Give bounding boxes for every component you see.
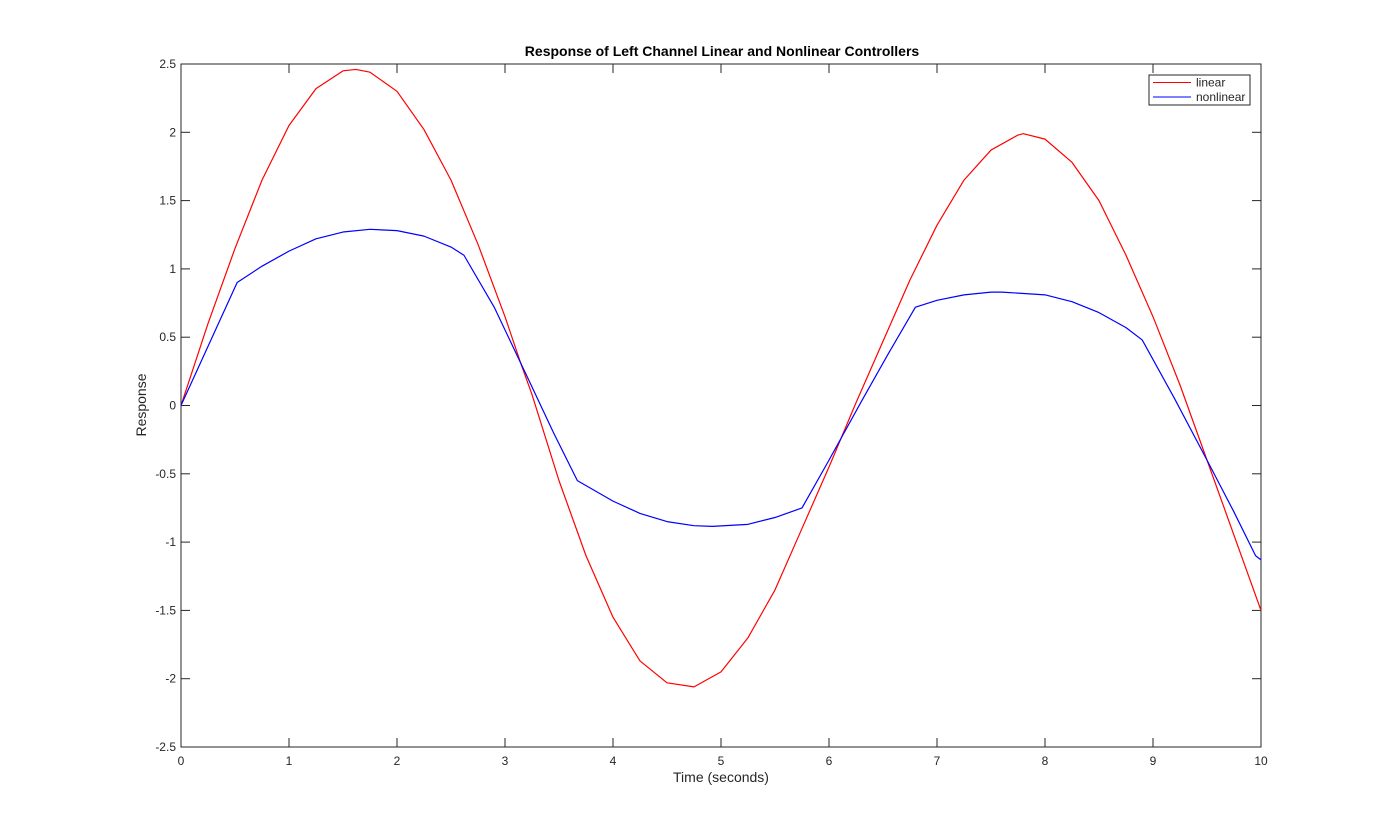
x-tick-label: 5	[718, 754, 725, 768]
legend: linear nonlinear	[1148, 74, 1251, 106]
chart-title: Response of Left Channel Linear and Nonl…	[525, 43, 920, 59]
y-tick-label: 2	[169, 125, 176, 139]
y-tick-label: 0	[169, 399, 176, 413]
y-tick-label: 2.5	[159, 57, 176, 71]
x-tick-label: 9	[1150, 754, 1157, 768]
x-tick-label: 4	[610, 754, 617, 768]
series-line-linear	[180, 68, 1262, 688]
x-tick-label: 7	[934, 754, 941, 768]
x-tick-label: 0	[178, 754, 185, 768]
series-line-nonlinear	[180, 228, 1262, 561]
x-tick-label: 10	[1254, 754, 1268, 768]
y-tick-label: 0.5	[159, 330, 176, 344]
x-tick-label: 6	[826, 754, 833, 768]
y-tick-label: 1	[169, 262, 176, 276]
series-layer	[180, 68, 1262, 688]
y-tick-label: -0.5	[155, 467, 176, 481]
y-tick-label: -1.5	[155, 603, 176, 617]
y-tick-label: -2	[165, 672, 176, 686]
x-tick-label: 8	[1042, 754, 1049, 768]
x-tick-label: 3	[502, 754, 509, 768]
y-axis-label: Response	[133, 373, 149, 436]
legend-label-nonlinear: nonlinear	[1196, 90, 1245, 104]
axis-ticks	[180, 63, 1262, 748]
x-tick-label: 2	[394, 754, 401, 768]
y-tick-label: -1	[165, 535, 176, 549]
x-tick-label: 1	[286, 754, 293, 768]
y-tick-labels: 2.5 2 1.5 1 0.5 0 -0.5 -1 -1.5 -2 -2.5	[155, 57, 176, 754]
y-tick-label: 1.5	[159, 194, 176, 208]
legend-label-linear: linear	[1196, 76, 1225, 90]
x-axis-label: Time (seconds)	[673, 769, 769, 785]
y-tick-label: -2.5	[155, 740, 176, 754]
plot-area	[180, 63, 1262, 748]
x-tick-labels: 0 1 2 3 4 5 6 7 8 9 10	[178, 754, 1268, 768]
legend-box	[1148, 74, 1251, 106]
